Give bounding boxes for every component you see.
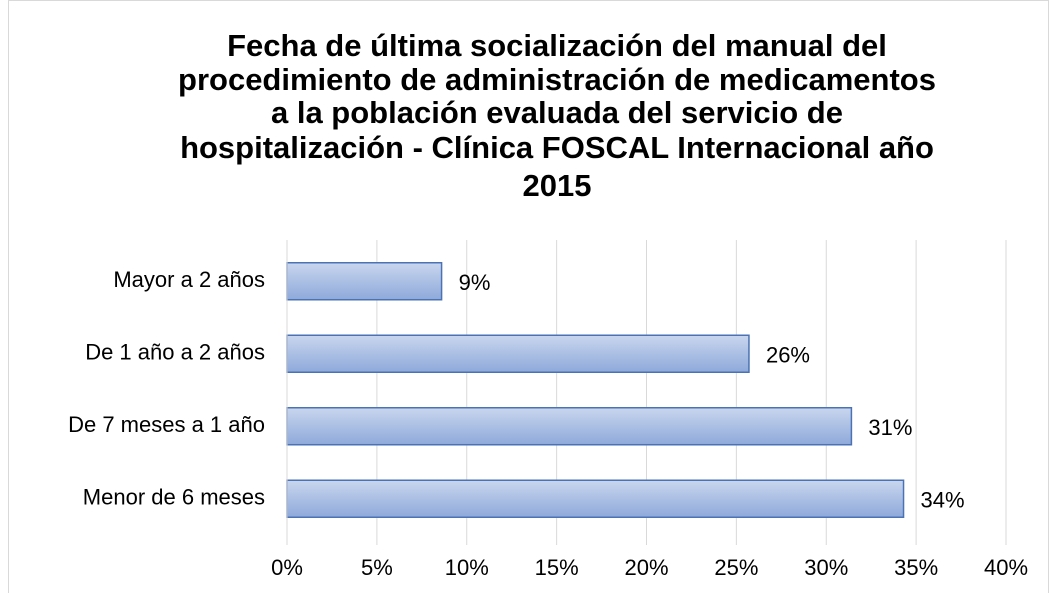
bar bbox=[286, 262, 443, 301]
x-tick-label: 35% bbox=[894, 555, 938, 580]
x-tick-label: 20% bbox=[624, 555, 668, 580]
bar bbox=[286, 407, 853, 446]
x-tick-label: 40% bbox=[984, 555, 1028, 580]
bar bbox=[286, 479, 905, 518]
bar bbox=[286, 334, 750, 373]
x-tick-label: 5% bbox=[361, 555, 393, 580]
x-tick-label: 0% bbox=[271, 555, 303, 580]
x-tick-label: 10% bbox=[445, 555, 489, 580]
y-tick-label: Menor de 6 meses bbox=[83, 485, 265, 510]
data-label: 34% bbox=[921, 488, 965, 513]
chart-title: a la población evaluada del servicio de bbox=[271, 95, 843, 130]
x-tick-label: 25% bbox=[714, 555, 758, 580]
x-tick-label: 30% bbox=[804, 555, 848, 580]
chart-title: Fecha de última socialización del manual… bbox=[227, 28, 887, 63]
data-label: 26% bbox=[766, 343, 810, 368]
y-tick-label: De 1 año a 2 años bbox=[85, 340, 265, 365]
chart-title: 2015 bbox=[523, 168, 592, 203]
chart-title: procedimiento de administración de medic… bbox=[178, 62, 936, 97]
data-label: 9% bbox=[459, 270, 491, 295]
y-tick-label: De 7 meses a 1 año bbox=[68, 412, 265, 437]
y-tick-label: Mayor a 2 años bbox=[113, 267, 265, 292]
data-label: 31% bbox=[868, 415, 912, 440]
x-tick-label: 15% bbox=[535, 555, 579, 580]
chart-title: hospitalización - Clínica FOSCAL Interna… bbox=[180, 130, 934, 165]
